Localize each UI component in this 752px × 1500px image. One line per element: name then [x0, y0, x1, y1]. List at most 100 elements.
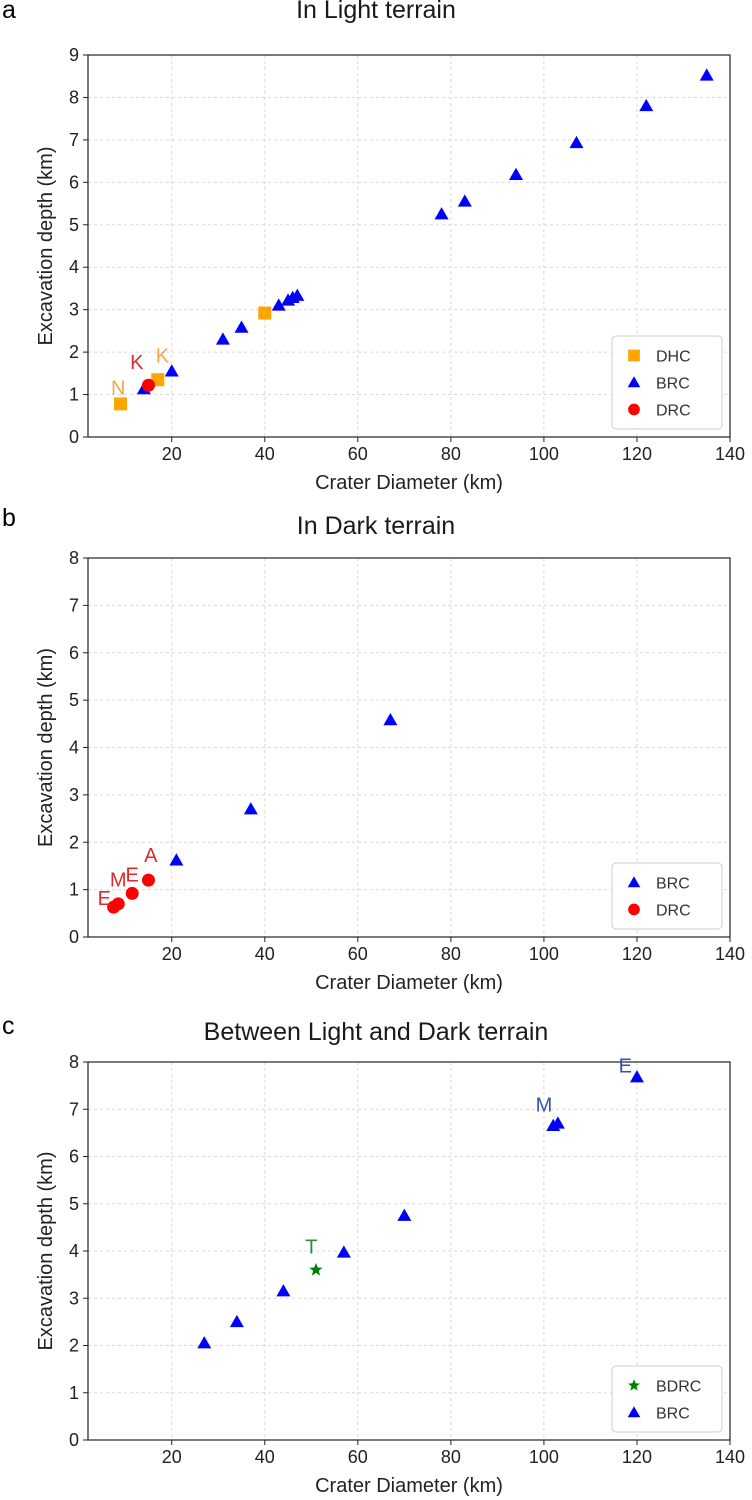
- panel-b: b In Dark terrain 20 40 60 80 100 120 140 0 1 2 3 4…: [0, 504, 752, 1008]
- point-label: E: [126, 865, 139, 887]
- x-tick-label: 120: [622, 1447, 652, 1467]
- legend-label: DRC: [656, 403, 691, 420]
- y-tick-label: 8: [69, 1052, 79, 1072]
- data-point-brc: [243, 802, 258, 815]
- y-tick-label: 3: [69, 785, 79, 805]
- legend-marker-drc: [628, 903, 640, 916]
- x-axis-label: Crater Diameter (km): [315, 1475, 503, 1497]
- y-axis-label: Excavation depth (km): [35, 147, 57, 346]
- x-tick-label: 120: [622, 444, 652, 464]
- data-point-brc: [639, 98, 654, 112]
- x-tick-label: 140: [715, 1447, 745, 1467]
- data-point-brc: [229, 1314, 244, 1328]
- y-tick-label: 3: [69, 1288, 79, 1308]
- y-tick-label: 1: [69, 880, 79, 900]
- x-tick-label: 140: [715, 944, 745, 964]
- y-tick-label: 2: [69, 342, 79, 362]
- y-tick-label: 1: [69, 385, 79, 405]
- y-tick-label: 6: [69, 643, 79, 663]
- point-label: E: [98, 888, 111, 910]
- x-tick-label: 140: [715, 444, 745, 464]
- legend-label: DHC: [656, 349, 691, 366]
- legend-label: BRC: [656, 376, 690, 393]
- y-axis-label: Excavation depth (km): [35, 648, 57, 847]
- x-tick-label: 80: [441, 944, 461, 964]
- legend-label: BDRC: [656, 1379, 701, 1396]
- y-tick-label: 1: [69, 1383, 79, 1403]
- legend-marker-dhc: [628, 349, 640, 362]
- x-tick-label: 60: [348, 944, 368, 964]
- y-axis-label: Excavation depth (km): [35, 1152, 57, 1351]
- data-point-brc: [629, 1070, 644, 1083]
- data-point-bdrc: [309, 1262, 323, 1276]
- x-tick-label: 40: [255, 944, 275, 964]
- x-tick-label: 100: [529, 444, 559, 464]
- x-tick-label: 20: [162, 1447, 182, 1467]
- y-tick-label: 2: [69, 832, 79, 852]
- y-tick-label: 4: [69, 738, 79, 758]
- y-tick-label: 6: [69, 172, 79, 192]
- data-point-dhc: [258, 306, 272, 320]
- data-point-brc: [164, 364, 179, 377]
- y-tick-label: 3: [69, 300, 79, 320]
- y-tick-label: 0: [69, 427, 79, 447]
- x-tick-label: 120: [622, 944, 652, 964]
- chart-title: In Dark terrain: [296, 512, 456, 540]
- legend-box: [611, 862, 723, 930]
- data-point-brc: [457, 194, 472, 207]
- y-tick-label: 2: [69, 1336, 79, 1356]
- panel-letter: a: [2, 0, 16, 24]
- x-tick-label: 80: [441, 444, 461, 464]
- x-tick-label: 100: [529, 1447, 559, 1467]
- x-tick-label: 60: [348, 1447, 368, 1467]
- panel-letter: c: [2, 1012, 15, 1040]
- panel-c: c Between Light and Dark terrain 20 40 60 8…: [0, 1012, 752, 1500]
- data-point-brc: [550, 1116, 565, 1129]
- data-point-drc: [111, 897, 125, 911]
- panel-a: a In Light terrain 20 40 60 80 100 120 140 0 1 2 3…: [0, 0, 752, 500]
- point-label: N: [111, 378, 125, 400]
- data-point-brc: [215, 332, 230, 345]
- point-label: K: [156, 346, 170, 368]
- data-point-drc: [125, 886, 139, 900]
- y-tick-label: 7: [69, 1099, 79, 1119]
- data-point-brc: [569, 135, 584, 149]
- legend-marker-brc: [627, 376, 641, 388]
- legend-marker-brc: [627, 876, 641, 888]
- legend-label: BRC: [656, 1406, 690, 1423]
- chart-title: In Light terrain: [296, 0, 456, 24]
- data-point-brc: [383, 713, 398, 726]
- legend-label: BRC: [656, 876, 690, 893]
- y-tick-label: 0: [69, 927, 79, 947]
- scatter-plot-between-terrain: 20 40 60 80 100 120 140 0 1 2 3 4 5 6 7 8 Crater Diamete…: [35, 1052, 745, 1497]
- y-tick-label: 9: [69, 45, 79, 65]
- point-label: E: [619, 1055, 632, 1077]
- y-tick-label: 4: [69, 257, 79, 277]
- x-tick-label: 40: [255, 1447, 275, 1467]
- x-tick-label: 40: [255, 444, 275, 464]
- data-point-brc: [169, 853, 184, 866]
- legend-marker-bdrc: [628, 1379, 640, 1391]
- data-point-brc: [699, 68, 714, 81]
- data-point-brc: [290, 288, 305, 301]
- data-point-brc: [276, 1284, 291, 1297]
- y-tick-label: 5: [69, 690, 79, 710]
- data-point-brc: [397, 1208, 412, 1221]
- point-label: K: [130, 352, 144, 374]
- y-tick-label: 8: [69, 548, 79, 568]
- data-point-brc: [434, 207, 449, 220]
- data-point-brc: [336, 1245, 351, 1258]
- x-tick-label: 100: [529, 944, 559, 964]
- data-point-drc: [141, 378, 155, 392]
- point-label: A: [144, 845, 158, 867]
- point-label: T: [305, 1236, 317, 1258]
- data-point-drc: [141, 873, 155, 887]
- data-point-brc: [197, 1336, 212, 1349]
- y-tick-label: 8: [69, 87, 79, 107]
- x-tick-label: 60: [348, 444, 368, 464]
- data-point-dhc: [114, 397, 128, 411]
- y-tick-label: 4: [69, 1241, 79, 1261]
- x-tick-label: 80: [441, 1447, 461, 1467]
- scatter-plot-dark-terrain: 20 40 60 80 100 120 140 0 1 2 3 4 5 6 7 8 Crater Diamete…: [35, 548, 745, 994]
- scatter-plot-light-terrain: 20 40 60 80 100 120 140 0 1 2 3 4 5 6 7 8 9 Crater Diamet…: [35, 45, 745, 494]
